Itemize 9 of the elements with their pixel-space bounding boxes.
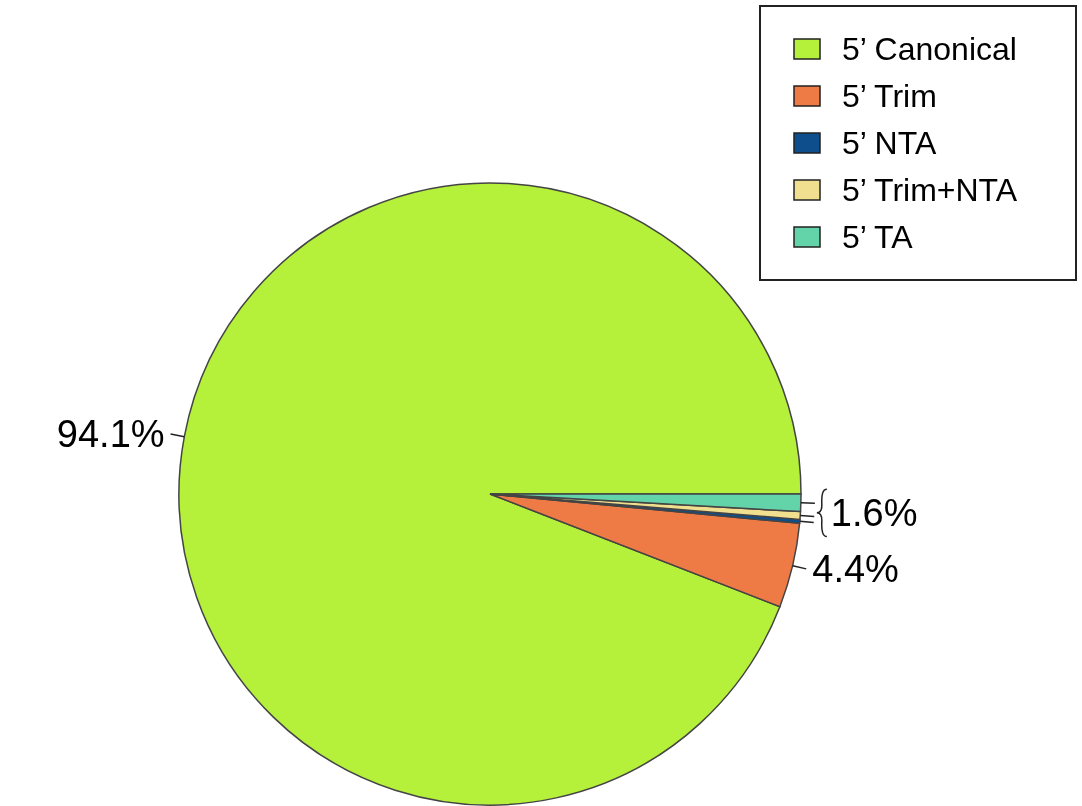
data-label: 94.1%: [56, 413, 165, 456]
legend-label: 5’ Trim+NTA: [842, 172, 1018, 209]
legend-label: 5’ TA: [842, 219, 914, 256]
legend-label: 5’ NTA: [842, 125, 937, 162]
pie-slice: [178, 182, 802, 806]
legend-label: 5’ Trim: [842, 78, 937, 115]
data-label: 4.4%: [812, 548, 899, 591]
text: 1.6%: [830, 492, 918, 535]
legend-label: 5’ Canonical: [842, 31, 1017, 68]
